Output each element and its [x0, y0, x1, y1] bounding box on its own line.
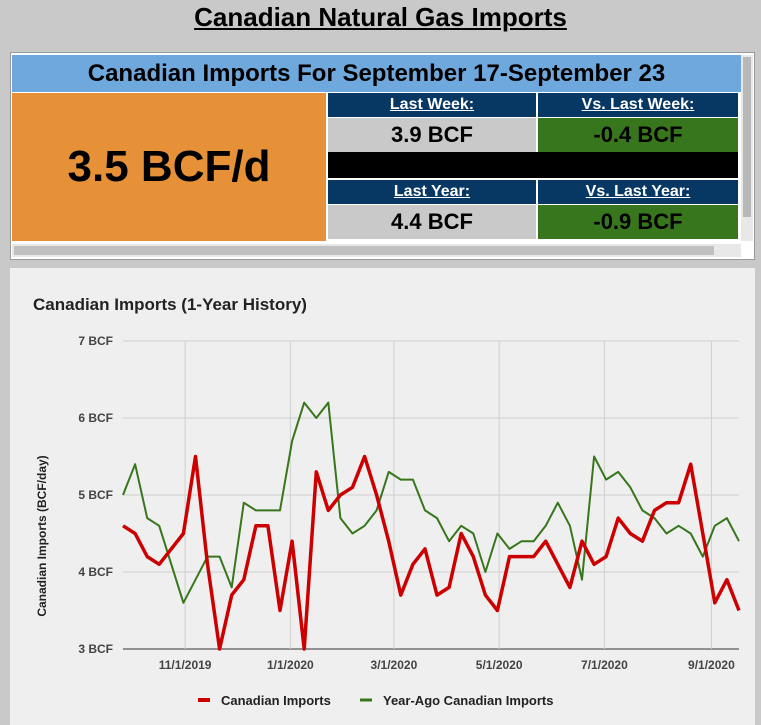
series-line-year-ago-imports [122, 401, 740, 604]
vs-last-week-label: Vs. Last Week: [538, 93, 738, 117]
current-imports-value: 3.5 BCF/d [12, 93, 326, 241]
page-title: Canadian Natural Gas Imports [194, 2, 567, 32]
y-tick-label: 4 BCF [78, 565, 113, 579]
y-tick-label: 3 BCF [78, 642, 113, 656]
line-chart: Canadian Imports (1-Year History) 3 BCF 4… [33, 295, 741, 708]
vs-last-year-label: Vs. Last Year: [538, 180, 738, 204]
x-tick-label: 3/1/2020 [371, 658, 418, 672]
last-week-value: 3.9 BCF [328, 118, 536, 152]
legend-label: Canadian Imports [221, 693, 331, 708]
y-tick-label: 6 BCF [78, 411, 113, 425]
x-tick-label: 7/1/2020 [581, 658, 628, 672]
x-tick-label: 1/1/2020 [267, 658, 314, 672]
y-axis-label: Canadian Imports (BCF/day) [35, 455, 49, 616]
x-tick-label: 9/1/2020 [688, 658, 735, 672]
y-tick-label: 5 BCF [78, 488, 113, 502]
x-tick-label: 5/1/2020 [476, 658, 523, 672]
separator-bar [328, 152, 738, 178]
last-year-label: Last Year: [328, 180, 536, 204]
horizontal-scrollbar-thumb[interactable] [14, 246, 714, 255]
series-line-canadian-imports [122, 454, 741, 651]
y-tick-label: 7 BCF [78, 334, 113, 348]
legend-label: Year-Ago Canadian Imports [383, 693, 553, 708]
last-year-value: 4.4 BCF [328, 205, 536, 239]
chart-panel: Canadian Imports (1-Year History) 3 BCF 4… [10, 268, 755, 725]
last-week-label: Last Week: [328, 93, 536, 117]
x-tick-label: 11/1/2019 [159, 658, 212, 672]
summary-table: Canadian Imports For September 17-Septem… [10, 52, 755, 260]
chart-title: Canadian Imports (1-Year History) [33, 295, 307, 314]
vertical-scrollbar-thumb[interactable] [743, 57, 751, 217]
week-header: Canadian Imports For September 17-Septem… [12, 55, 741, 92]
vs-last-year-value: -0.9 BCF [538, 205, 738, 239]
vs-last-week-value: -0.4 BCF [538, 118, 738, 152]
